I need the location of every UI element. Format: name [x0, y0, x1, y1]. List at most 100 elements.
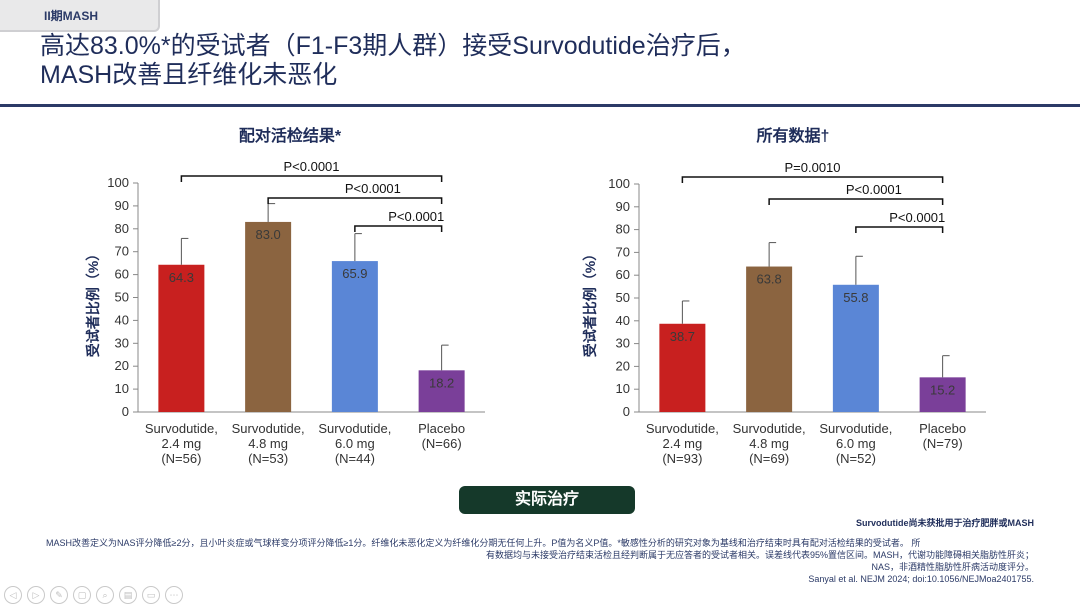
disclaimer: Survodutide尚未获批用于治疗肥胖或MASH	[855, 518, 1034, 528]
chart-title: 所有数据†	[756, 128, 830, 145]
slide-title-line1: 高达83.0%*的受试者（F1-F3期人群）接受Survodutide治疗后，	[40, 32, 746, 60]
y-tick-label: 20	[616, 358, 630, 373]
p-value-bracket	[180, 175, 443, 182]
y-tick-label: 10	[115, 381, 129, 396]
y-tick-label: 90	[115, 198, 129, 213]
y-tick-label: 90	[616, 199, 630, 214]
category-label: Survodutide,	[819, 421, 892, 436]
prev-icon[interactable]: ◁	[4, 586, 22, 604]
category-label: 4.8 mg	[749, 436, 789, 451]
category-label: Placebo	[418, 421, 465, 436]
screen-icon[interactable]: ▭	[142, 586, 160, 604]
chart-svg: 010203040506070809010064.3Survodutide,2.…	[107, 159, 485, 466]
chart-svg: 010203040506070809010038.7Survodutide,2.…	[608, 160, 986, 466]
category-label: 4.8 mg	[248, 436, 288, 451]
footnote-line1: MASH改善定义为NAS评分降低≥2分，且小叶炎症或气球样变分项评分降低≥1分。…	[46, 538, 921, 548]
bar	[832, 284, 879, 412]
bar	[659, 323, 706, 412]
y-tick-label: 70	[616, 244, 630, 259]
data-label: 83.0	[255, 227, 280, 242]
y-tick-label: 50	[616, 290, 630, 305]
citation: Sanyal et al. NEJM 2024; doi:10.1056/NEJ…	[808, 574, 1034, 584]
y-tick-label: 80	[115, 221, 129, 236]
p-value-bracket	[681, 176, 944, 183]
category-label: (N=52)	[836, 451, 876, 466]
y-tick-label: 50	[115, 290, 129, 305]
category-label: (N=69)	[749, 451, 789, 466]
y-tick-label: 0	[623, 404, 630, 419]
bar	[331, 261, 378, 412]
data-label: 65.9	[342, 266, 367, 281]
section-tag-label: II期MASH	[44, 9, 99, 23]
bar	[418, 370, 465, 412]
p-value-bracket	[855, 226, 944, 233]
grid-icon[interactable]: ▤	[119, 586, 137, 604]
p-value-label: P<0.0001	[345, 181, 401, 196]
y-tick-label: 70	[115, 244, 129, 259]
real-treatment-button[interactable]: 实际治疗	[459, 486, 635, 514]
category-label: Placebo	[919, 421, 966, 436]
footnote: MASH改善定义为NAS评分降低≥2分，且小叶炎症或气球样变分项评分降低≥1分。…	[46, 537, 1034, 585]
p-value-label: P<0.0001	[889, 210, 945, 225]
next-icon[interactable]: ▷	[27, 586, 45, 604]
y-tick-label: 60	[616, 267, 630, 282]
presentation-toolbar: ◁ ▷ ✎ ▢ ⌕ ▤ ▭ ⋯	[4, 586, 183, 604]
category-label: 2.4 mg	[162, 436, 202, 451]
slide-title-line2: MASH改善且纤维化未恶化	[40, 61, 338, 89]
category-label: (N=44)	[335, 451, 375, 466]
y-tick-label: 40	[616, 313, 630, 328]
category-label: 6.0 mg	[836, 436, 876, 451]
p-value-bracket	[354, 225, 443, 232]
bar	[245, 221, 292, 412]
p-value-label: P<0.0001	[283, 159, 339, 174]
y-tick-label: 30	[115, 335, 129, 350]
y-tick-label: 60	[115, 267, 129, 282]
zoom-icon[interactable]: ⌕	[96, 586, 114, 604]
p-value-bracket	[267, 197, 443, 204]
p-value-bracket	[768, 198, 944, 205]
title-divider	[0, 104, 1080, 107]
category-label: Survodutide,	[733, 421, 806, 436]
p-value-label: P<0.0001	[846, 182, 902, 197]
chart-paired-biopsy: 配对活检结果* 受试者比例（%） 0 10 20 30 40 50 60 70 80 90 100 6…	[0, 112, 540, 482]
y-tick-label: 100	[608, 176, 630, 191]
more-icon[interactable]: ⋯	[165, 586, 183, 604]
category-label: 2.4 mg	[663, 436, 703, 451]
category-label: Survodutide,	[232, 421, 305, 436]
y-tick-label: 20	[115, 358, 129, 373]
p-value-label: P<0.0001	[388, 209, 444, 224]
pen-icon[interactable]: ✎	[50, 586, 68, 604]
bar	[746, 266, 793, 412]
chart-title: 配对活检结果*	[238, 128, 342, 145]
category-label: (N=79)	[923, 436, 963, 451]
chart-all-data: 所有数据† 受试者比例（%） 0 10 20 30 40 50 60 70 80 90 100 38.…	[505, 112, 1045, 482]
footnote-line3: NAS，非酒精性脂肪性肝病活动度评分。	[871, 562, 1034, 572]
section-tag: II期MASH	[0, 0, 160, 32]
category-label: (N=66)	[422, 436, 462, 451]
data-label: 63.8	[756, 272, 781, 287]
category-label: (N=93)	[662, 451, 702, 466]
category-label: (N=56)	[161, 451, 201, 466]
slides-icon[interactable]: ▢	[73, 586, 91, 604]
category-label: (N=53)	[248, 451, 288, 466]
slide-title: 高达83.0%*的受试者（F1-F3期人群）接受Survodutide治疗后， …	[40, 32, 1040, 90]
data-label: 55.8	[843, 290, 868, 305]
category-label: Survodutide,	[145, 421, 218, 436]
data-label: 18.2	[429, 375, 454, 390]
category-label: 6.0 mg	[335, 436, 375, 451]
category-label: Survodutide,	[646, 421, 719, 436]
y-tick-label: 80	[616, 222, 630, 237]
y-tick-label: 100	[107, 175, 129, 190]
category-label: Survodutide,	[318, 421, 391, 436]
bar	[158, 264, 205, 412]
footnote-line2: 有数据均与未接受治疗结束活检且经判断属于无应答者的受试者相关。误差线代表95%置…	[485, 550, 1034, 560]
p-value-label: P=0.0010	[784, 160, 840, 175]
data-label: 15.2	[930, 382, 955, 397]
y-tick-label: 30	[616, 336, 630, 351]
data-label: 64.3	[169, 270, 194, 285]
y-tick-label: 10	[616, 381, 630, 396]
y-tick-label: 0	[122, 404, 129, 419]
data-label: 38.7	[670, 329, 695, 344]
y-tick-label: 40	[115, 312, 129, 327]
bar	[919, 377, 966, 412]
